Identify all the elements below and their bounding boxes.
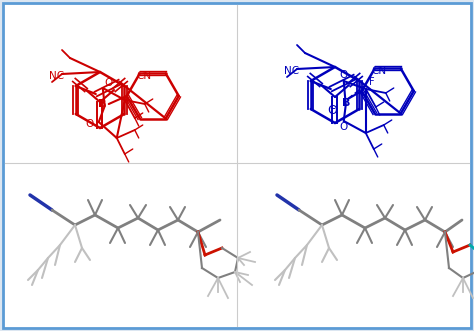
Text: CN: CN [371,66,386,76]
Text: B: B [342,98,350,108]
Text: O: O [85,119,94,129]
Text: NC: NC [284,66,299,76]
Text: CN: CN [136,71,151,81]
Text: F: F [369,77,374,87]
FancyBboxPatch shape [3,3,471,328]
Text: B: B [99,99,107,109]
Text: O: O [340,122,348,132]
Text: O: O [105,78,113,88]
Text: O: O [340,70,348,80]
Text: NC: NC [49,71,64,81]
Text: Θ: Θ [327,105,337,118]
